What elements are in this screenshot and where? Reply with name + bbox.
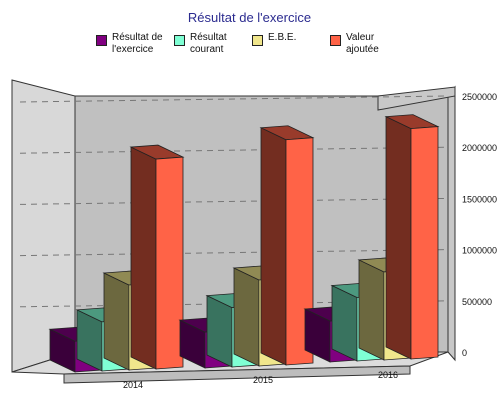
y-tick-label: 1000000 <box>462 246 497 256</box>
bar-front <box>410 126 439 360</box>
legend-swatch <box>96 35 107 46</box>
legend-label: Résultat courant <box>190 32 227 55</box>
gridline <box>19 95 449 103</box>
gridline <box>19 249 449 257</box>
bar-front <box>155 156 184 370</box>
legend-item: E.B.E. <box>252 32 330 56</box>
legend-swatch <box>330 35 341 46</box>
axis-panel-top <box>377 86 456 111</box>
legend-label: Valeur ajoutée <box>346 32 379 55</box>
gridline <box>19 197 449 205</box>
bar-front <box>285 137 314 366</box>
chart-title: Résultat de l'exercice <box>187 10 312 25</box>
bar-0-3 <box>129 144 185 370</box>
x-tick-label: 2015 <box>253 375 273 385</box>
bar-side <box>385 115 412 360</box>
legend-label: Résultat de l'exercice <box>112 32 163 55</box>
y-tick-label: 0 <box>462 348 467 358</box>
y-tick-label: 500000 <box>462 297 492 307</box>
bar-side <box>206 294 233 368</box>
x-tick-label: 2016 <box>378 370 398 380</box>
bar-side <box>260 127 287 366</box>
chart-legend: Résultat de l'exercice Résultat courant E.… <box>96 32 408 56</box>
bar-side <box>233 267 260 367</box>
gridline <box>19 146 449 154</box>
bar-side <box>358 259 385 361</box>
legend-swatch <box>252 35 263 46</box>
floor-edge <box>63 365 411 384</box>
bar-side <box>130 146 157 370</box>
y-tick-label: 2500000 <box>462 92 497 102</box>
legend-item: Valeur ajoutée <box>330 32 408 56</box>
legend-label: E.B.E. <box>268 32 297 43</box>
x-tick-label: 2014 <box>123 380 143 390</box>
axis-panel <box>447 85 456 362</box>
y-tick-label: 1500000 <box>462 194 497 204</box>
y-tick-label: 2000000 <box>462 143 497 153</box>
legend-item: Résultat de l'exercice <box>96 32 174 56</box>
bar-1-3 <box>259 125 315 366</box>
bar-2-3 <box>384 114 440 360</box>
legend-swatch <box>174 35 185 46</box>
bar-side <box>103 272 130 371</box>
bar-side <box>331 284 358 362</box>
legend-item: Résultat courant <box>174 32 252 56</box>
